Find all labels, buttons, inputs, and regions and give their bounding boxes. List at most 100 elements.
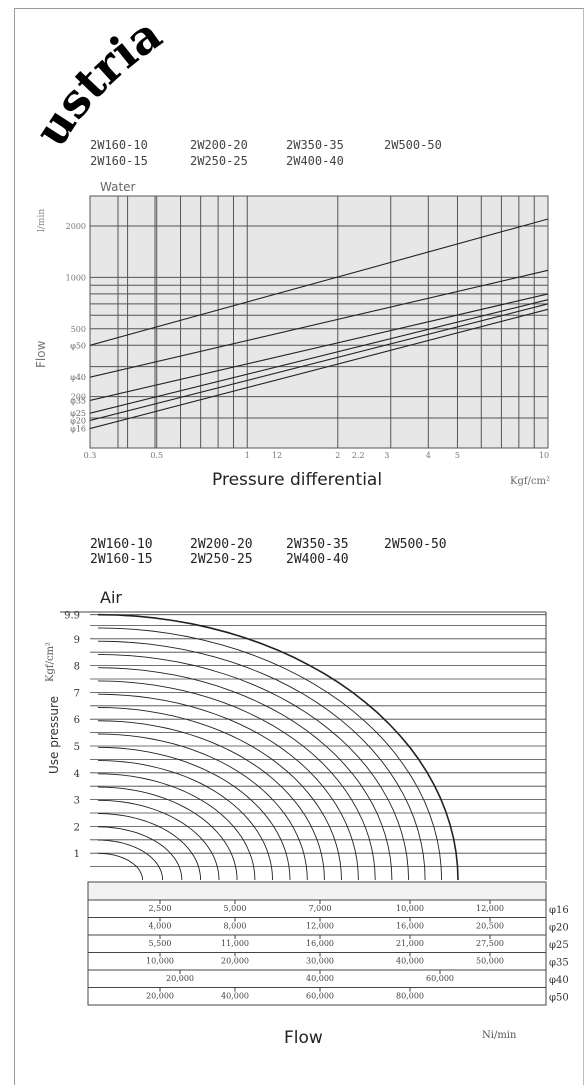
air-scale-tick-label: 4,000	[149, 922, 172, 931]
air-scale-tick-label: 5,000	[224, 904, 247, 913]
water-series-line	[89, 293, 549, 401]
air-scale-tick-label: 60,000	[426, 974, 454, 983]
air-pressure-curve	[97, 613, 459, 881]
air-scale-tick-label: 20,000	[166, 974, 194, 983]
water-series-label: φ50	[70, 341, 86, 350]
water-plot-area	[89, 195, 549, 449]
water-y-tick-label: 2000	[66, 222, 86, 231]
air-scale-tick-label: 7,000	[309, 904, 332, 913]
air-pressure-curve	[97, 667, 393, 881]
water-x-tick-label: 3	[384, 451, 389, 460]
air-scale-tick-label: 50,000	[476, 957, 504, 966]
air-pressure-curve	[97, 813, 202, 881]
water-x-tick-label: 2.2	[352, 451, 365, 460]
air-model: 2W160-15	[90, 552, 153, 567]
air-pressure-curve	[97, 746, 291, 881]
air-scale-row-label: φ50	[549, 992, 569, 1003]
air-model: 2W350-35	[286, 537, 349, 552]
water-x-tick-label: 4	[426, 451, 431, 460]
air-y-tick-label: 1	[74, 849, 80, 860]
air-pressure-curve	[97, 773, 256, 881]
air-y-tick-label: 4	[74, 769, 80, 780]
water-x-tick-label: 12	[272, 451, 282, 460]
water-model: 2W350-35	[286, 138, 344, 152]
air-model: 2W160-10	[90, 537, 153, 552]
air-pressure-curve	[97, 786, 238, 881]
air-scale-row	[87, 987, 547, 1006]
air-scale-tick-label: 12,000	[476, 904, 504, 913]
air-pressure-curve	[97, 693, 359, 881]
water-series-line	[89, 308, 549, 430]
air-model: 2W400-40	[286, 552, 349, 567]
air-scale-tick-label: 10,000	[396, 904, 424, 913]
air-y-tick-label: 8	[74, 662, 80, 673]
water-y-tick-label: 1000	[66, 273, 86, 282]
water-x-tick-label: 0.5	[150, 451, 163, 460]
air-pressure-curve	[97, 680, 376, 881]
water-model: 2W160-10	[90, 138, 148, 152]
water-series-label: φ16	[70, 425, 86, 434]
air-scale-header-row	[87, 881, 547, 901]
air-model: 2W250-25	[190, 552, 253, 567]
air-pressure-curve	[97, 826, 183, 881]
air-scale-tick-label: 27,500	[476, 939, 504, 948]
water-x-tick-label: 2	[335, 451, 340, 460]
water-model: 2W160-15	[90, 154, 148, 168]
air-y-tick-label: 3	[74, 796, 80, 807]
water-series-line	[89, 303, 549, 422]
air-scale-tick-label: 11,000	[221, 939, 249, 948]
water-x-unit: Kgf/cm²	[510, 476, 551, 487]
air-pressure-curve	[97, 654, 410, 881]
water-x-tick-label: 5	[455, 451, 460, 460]
water-series-label: φ25	[70, 409, 86, 418]
air-pressure-curve	[97, 707, 342, 881]
air-scale-row-label: φ40	[549, 975, 569, 986]
water-model: 2W500-50	[384, 138, 442, 152]
air-scale-tick-label: 20,500	[476, 922, 504, 931]
air-scale-tick-label: 40,000	[221, 992, 249, 1001]
water-x-tick-label: 10	[539, 451, 549, 460]
water-series-line	[89, 299, 549, 414]
air-scale-tick-label: 16,000	[396, 922, 424, 931]
water-x-tick-label: 0.3	[84, 451, 97, 460]
air-pressure-curve	[97, 852, 143, 880]
air-scale-tick-label: 20,000	[146, 992, 174, 1001]
air-y-tick-label: 9.9	[64, 611, 80, 622]
air-x-axis-label: Flow	[284, 1028, 323, 1048]
water-series-line	[89, 218, 549, 346]
air-scale-tick-label: 60,000	[306, 992, 334, 1001]
water-y-tick-label: 500	[71, 325, 86, 334]
air-pressure-curve	[97, 760, 273, 881]
water-medium-label: Water	[100, 180, 136, 194]
air-model: 2W200-20	[190, 537, 253, 552]
air-scale-tick-label: 5,500	[149, 939, 172, 948]
air-y-tick-label: 6	[74, 715, 80, 726]
water-y-tick-label: 200	[71, 393, 86, 402]
air-pressure-curve	[97, 627, 443, 881]
air-model: 2W500-50	[384, 537, 447, 552]
water-series-label: φ35	[70, 396, 86, 405]
watermark: ustria	[24, 6, 171, 155]
air-scale-row-label: φ35	[549, 957, 569, 968]
water-chart: 2000 1000 500 200 0.3 0.5 1 12 2 2.2 3 4 5 10 φ50 φ40 φ3…	[66, 195, 549, 460]
air-pressure-curve	[97, 640, 426, 881]
air-scale-tick-label: 10,000	[146, 957, 174, 966]
air-y-axis-label: Use pressure	[47, 695, 61, 774]
air-y-tick-label: 2	[74, 822, 80, 833]
air-pressure-curve	[97, 799, 220, 881]
air-y-tick-label: 9	[74, 635, 80, 646]
air-medium-label: Air	[100, 588, 122, 607]
air-scale-tick-label: 80,000	[396, 992, 424, 1001]
water-series-label: φ20	[70, 416, 86, 425]
air-y-tick-label: 5	[74, 742, 80, 753]
air-scale-tick-label: 16,000	[306, 939, 334, 948]
air-scale-tick-label: 40,000	[396, 957, 424, 966]
air-y-tick-label: 7	[74, 688, 80, 699]
water-series-line	[89, 269, 549, 378]
air-scale-row-label: φ25	[549, 940, 569, 951]
air-scale-tick-label: 2,500	[149, 904, 172, 913]
water-x-axis-label: Pressure differential	[212, 470, 383, 490]
water-model: 2W250-25	[190, 154, 248, 168]
water-model: 2W400-40	[286, 154, 344, 168]
